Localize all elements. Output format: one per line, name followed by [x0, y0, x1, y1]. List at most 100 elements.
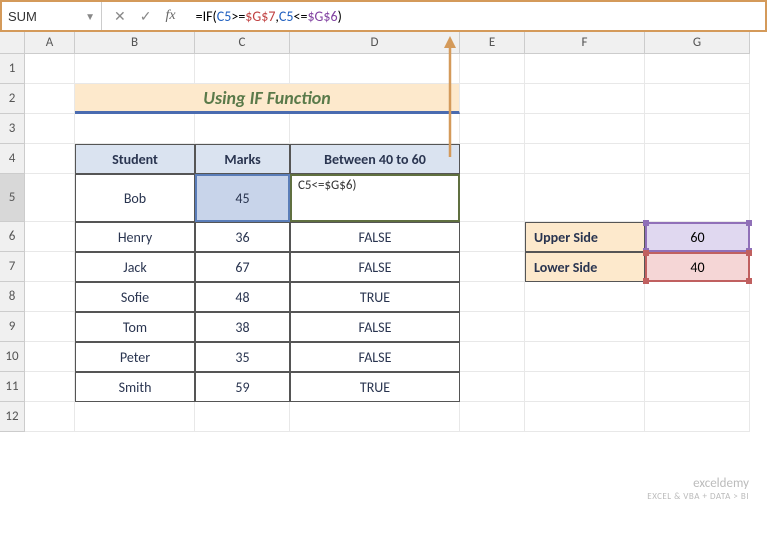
cell[interactable]: [25, 282, 75, 312]
row-head[interactable]: 6: [0, 222, 25, 252]
cell[interactable]: [25, 402, 75, 432]
table-cell-student[interactable]: Jack: [75, 252, 195, 282]
cell[interactable]: [525, 312, 645, 342]
cell[interactable]: [460, 144, 525, 174]
cell[interactable]: [460, 54, 525, 84]
cell[interactable]: [645, 54, 750, 84]
cell[interactable]: [460, 174, 525, 222]
cell[interactable]: [460, 402, 525, 432]
cell[interactable]: [25, 174, 75, 222]
cell[interactable]: [460, 282, 525, 312]
col-head-g[interactable]: G: [645, 32, 750, 54]
table-cell-marks[interactable]: 38: [195, 312, 290, 342]
cell[interactable]: [25, 54, 75, 84]
cell[interactable]: [645, 144, 750, 174]
row-head[interactable]: 1: [0, 54, 25, 84]
table-cell-student[interactable]: Henry: [75, 222, 195, 252]
cell[interactable]: [25, 312, 75, 342]
table-cell-between[interactable]: FALSE: [290, 222, 460, 252]
row-head[interactable]: 12: [0, 402, 25, 432]
cell[interactable]: [25, 342, 75, 372]
row-head[interactable]: 7: [0, 252, 25, 282]
cell[interactable]: [460, 342, 525, 372]
select-all-corner[interactable]: [0, 32, 25, 54]
table-cell-student[interactable]: Bob: [75, 174, 195, 222]
row-head[interactable]: 3: [0, 114, 25, 144]
table-cell-student[interactable]: Tom: [75, 312, 195, 342]
spreadsheet-grid[interactable]: A B C D E F G 1 2Using IF Function 3 4St…: [0, 32, 767, 432]
cell[interactable]: [645, 282, 750, 312]
table-cell-marks[interactable]: 59: [195, 372, 290, 402]
cancel-icon[interactable]: ✕: [114, 8, 126, 25]
row-head[interactable]: 10: [0, 342, 25, 372]
cell[interactable]: [645, 342, 750, 372]
cell[interactable]: [525, 402, 645, 432]
cell[interactable]: [645, 312, 750, 342]
cell[interactable]: [25, 222, 75, 252]
cell[interactable]: [25, 372, 75, 402]
cell[interactable]: [525, 114, 645, 144]
cell[interactable]: [525, 174, 645, 222]
cell[interactable]: [195, 114, 290, 144]
title-cell[interactable]: Using IF Function: [75, 84, 460, 114]
cell[interactable]: [25, 84, 75, 114]
cell[interactable]: [525, 282, 645, 312]
editing-cell-d5[interactable]: C5<=$G$6): [290, 174, 460, 222]
row-head[interactable]: 5: [0, 174, 25, 222]
upper-side-label[interactable]: Upper Side: [525, 222, 645, 252]
lower-side-label[interactable]: Lower Side: [525, 252, 645, 282]
cell[interactable]: [290, 54, 460, 84]
cell[interactable]: [525, 342, 645, 372]
table-cell-student[interactable]: Peter: [75, 342, 195, 372]
col-head-d[interactable]: D: [290, 32, 460, 54]
col-head-c[interactable]: C: [195, 32, 290, 54]
name-box[interactable]: ▼: [2, 2, 102, 30]
cell[interactable]: [460, 312, 525, 342]
cell[interactable]: [290, 402, 460, 432]
fx-icon[interactable]: fx: [165, 8, 175, 24]
row-head[interactable]: 8: [0, 282, 25, 312]
upper-side-value[interactable]: 60: [645, 222, 750, 252]
table-cell-student[interactable]: Smith: [75, 372, 195, 402]
formula-input[interactable]: =IF(C5>=$G$7,C5<=$G$6): [188, 8, 765, 25]
cell[interactable]: [25, 114, 75, 144]
cell[interactable]: [195, 402, 290, 432]
table-cell-between[interactable]: TRUE: [290, 282, 460, 312]
table-cell-between[interactable]: FALSE: [290, 312, 460, 342]
table-cell-marks[interactable]: 35: [195, 342, 290, 372]
cell[interactable]: [75, 114, 195, 144]
cell[interactable]: [460, 84, 525, 114]
row-head[interactable]: 9: [0, 312, 25, 342]
name-box-dropdown-icon[interactable]: ▼: [85, 10, 95, 23]
cell[interactable]: [645, 84, 750, 114]
header-student[interactable]: Student: [75, 144, 195, 174]
cell[interactable]: [460, 252, 525, 282]
cell[interactable]: [645, 372, 750, 402]
header-marks[interactable]: Marks: [195, 144, 290, 174]
table-cell-marks[interactable]: 67: [195, 252, 290, 282]
table-cell-student[interactable]: Sofie: [75, 282, 195, 312]
cell[interactable]: [75, 402, 195, 432]
cell[interactable]: [525, 54, 645, 84]
cell[interactable]: [460, 372, 525, 402]
cell[interactable]: [75, 54, 195, 84]
row-head[interactable]: 4: [0, 144, 25, 174]
table-cell-marks[interactable]: 48: [195, 282, 290, 312]
active-cell-c5[interactable]: 45: [195, 174, 290, 222]
col-head-b[interactable]: B: [75, 32, 195, 54]
cell[interactable]: [290, 114, 460, 144]
cell[interactable]: [25, 252, 75, 282]
accept-icon[interactable]: ✓: [140, 8, 152, 25]
table-cell-between[interactable]: FALSE: [290, 252, 460, 282]
cell[interactable]: [525, 372, 645, 402]
table-cell-marks[interactable]: 36: [195, 222, 290, 252]
col-head-a[interactable]: A: [25, 32, 75, 54]
header-between[interactable]: Between 40 to 60: [290, 144, 460, 174]
cell[interactable]: [460, 114, 525, 144]
lower-side-value[interactable]: 40: [645, 252, 750, 282]
name-box-input[interactable]: [8, 9, 68, 24]
col-head-f[interactable]: F: [525, 32, 645, 54]
cell[interactable]: [195, 54, 290, 84]
cell[interactable]: [645, 114, 750, 144]
cell[interactable]: [525, 144, 645, 174]
